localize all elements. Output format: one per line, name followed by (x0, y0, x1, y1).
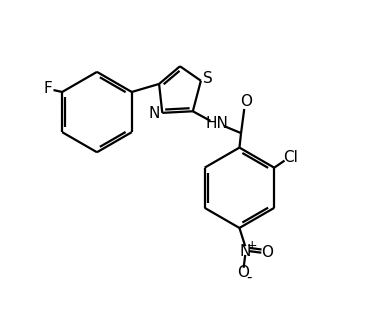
Text: S: S (203, 71, 213, 86)
Text: -: - (246, 269, 252, 284)
Text: N: N (239, 244, 251, 259)
Text: O: O (261, 245, 273, 260)
Text: O: O (240, 95, 252, 110)
Text: N: N (149, 106, 160, 121)
Text: F: F (43, 81, 52, 96)
Text: Cl: Cl (283, 150, 298, 165)
Text: HN: HN (206, 116, 229, 131)
Text: O: O (238, 266, 250, 281)
Text: +: + (247, 239, 258, 252)
